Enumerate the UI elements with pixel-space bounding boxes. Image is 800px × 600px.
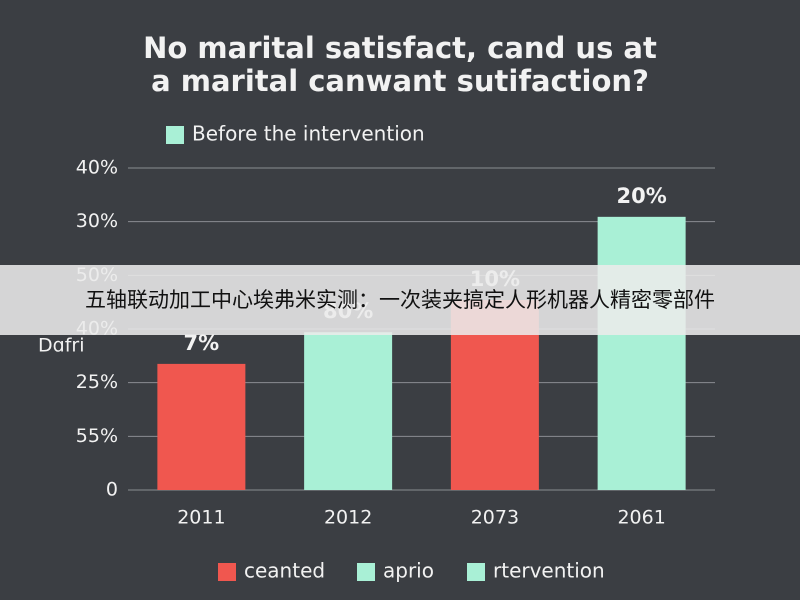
bar <box>597 216 686 490</box>
y-axis-label: Dɑfri <box>38 335 84 357</box>
legend-swatch <box>166 126 184 144</box>
y-tick-label: 30% <box>76 210 118 232</box>
y-tick-label: 40% <box>76 157 118 179</box>
chart-title: No marital satisfact, cand us at <box>143 31 657 65</box>
data-label: 20% <box>616 184 666 208</box>
x-tick-label: 2061 <box>617 507 665 529</box>
bar <box>157 363 246 490</box>
legend-label: aprio <box>383 559 434 583</box>
banner-text: 五轴联动加工中心埃弗米实测：一次装夹搞定人形机器人精密零部件 <box>85 288 715 312</box>
x-tick-label: 2073 <box>471 507 519 529</box>
legend-label: rtervention <box>493 559 605 583</box>
legend-swatch <box>357 563 375 581</box>
y-tick-label: 0 <box>106 479 118 501</box>
y-tick-label: 55% <box>76 425 118 447</box>
legend-swatch <box>467 563 485 581</box>
legend-label: Before the intervention <box>192 122 425 146</box>
legend-label: ceanted <box>244 559 325 583</box>
y-tick-label: 25% <box>76 371 118 393</box>
x-tick-label: 2011 <box>177 507 225 529</box>
chart-title: a marital canwant sutifaction? <box>151 64 649 98</box>
banner <box>0 265 800 335</box>
legend-swatch <box>218 563 236 581</box>
bar <box>304 332 393 490</box>
x-tick-label: 2012 <box>324 507 372 529</box>
